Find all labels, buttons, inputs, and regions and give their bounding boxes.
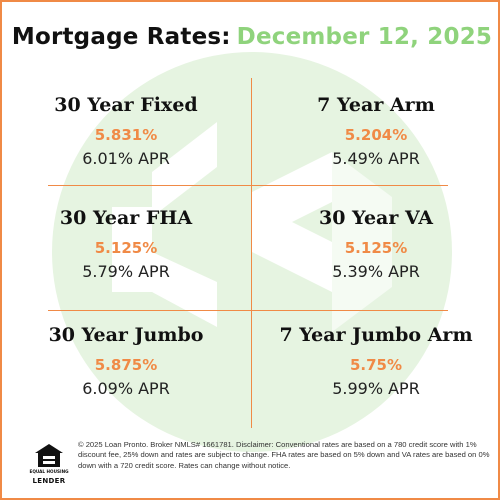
equal-housing-lender-icon: EQUAL HOUSING LENDER — [28, 442, 70, 486]
loan-type: 7 Year Jumbo Arm — [279, 324, 473, 346]
title-label: Mortgage Rates: — [11, 24, 231, 50]
vertical-divider — [251, 78, 252, 428]
horizontal-divider — [48, 185, 448, 186]
interest-rate: 5.204% — [344, 126, 408, 144]
rate-card-30-year-va: 30 Year VA 5.125% 5.39% APR — [252, 207, 498, 281]
interest-rate: 5.125% — [94, 239, 158, 257]
apr: 6.01% APR — [82, 149, 170, 168]
page-title: Mortgage Rates: December 12, 2025 — [2, 24, 498, 50]
rate-card-30-year-jumbo: 30 Year Jumbo 5.875% 6.09% APR — [2, 324, 250, 398]
loan-type: 7 Year Arm — [317, 94, 435, 116]
apr: 5.99% APR — [332, 379, 420, 398]
apr: 6.09% APR — [82, 379, 170, 398]
rate-card-7-year-arm: 7 Year Arm 5.204% 5.49% APR — [252, 94, 498, 168]
rate-card-30-year-fha: 30 Year FHA 5.125% 5.79% APR — [2, 207, 250, 281]
loan-type: 30 Year VA — [319, 207, 433, 229]
interest-rate: 5.875% — [94, 356, 158, 374]
loan-type: 30 Year Jumbo — [48, 324, 204, 346]
interest-rate: 5.75% — [349, 356, 403, 374]
disclaimer-text: © 2025 Loan Pronto. Broker NMLS# 1661781… — [78, 440, 490, 470]
interest-rate: 5.831% — [94, 126, 158, 144]
equal-housing-lender-label: LENDER — [32, 477, 66, 485]
footer: EQUAL HOUSING LENDER © 2025 Loan Pronto.… — [28, 440, 490, 490]
rate-card-30-year-fixed: 30 Year Fixed 5.831% 6.01% APR — [2, 94, 250, 168]
horizontal-divider — [48, 310, 448, 311]
title-date: December 12, 2025 — [236, 24, 493, 50]
rate-card-7-year-jumbo-arm: 7 Year Jumbo Arm 5.75% 5.99% APR — [252, 324, 498, 398]
interest-rate: 5.125% — [344, 239, 408, 257]
equal-housing-label: EQUAL HOUSING — [29, 469, 69, 474]
loan-type: 30 Year Fixed — [54, 94, 198, 116]
loan-type: 30 Year FHA — [59, 207, 193, 229]
apr: 5.79% APR — [82, 262, 170, 281]
apr: 5.49% APR — [332, 149, 420, 168]
apr: 5.39% APR — [332, 262, 420, 281]
